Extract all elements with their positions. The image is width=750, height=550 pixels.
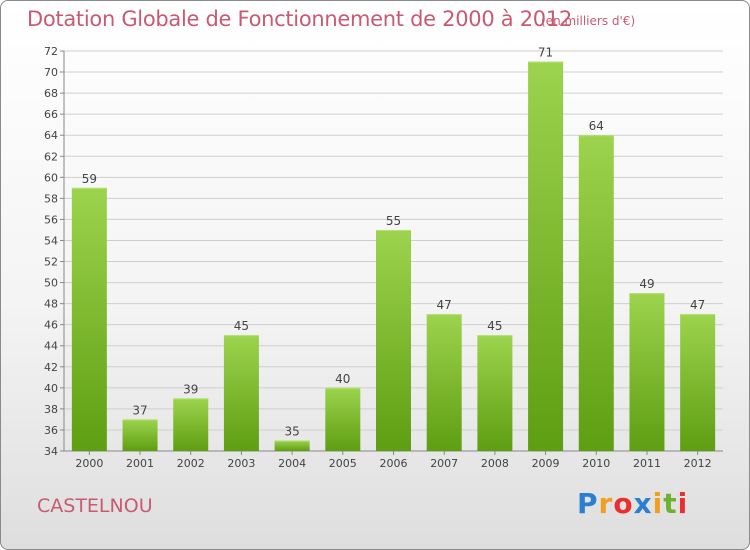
- logo-letter: i: [677, 487, 689, 520]
- y-tick-label: 40: [44, 382, 58, 395]
- value-label: 59: [82, 172, 97, 186]
- y-tick-label: 64: [44, 129, 58, 142]
- bar-2001: [122, 419, 158, 451]
- bar-2012: [680, 314, 716, 451]
- y-tick-label: 54: [44, 234, 58, 247]
- x-tick-label: 2011: [633, 457, 661, 470]
- y-tick-label: 72: [44, 45, 58, 58]
- x-tick-label: 2004: [278, 457, 306, 470]
- value-label: 55: [386, 214, 401, 228]
- bar-2007: [426, 314, 462, 451]
- x-tick-label: 2010: [582, 457, 610, 470]
- logo-letter: x: [633, 487, 653, 520]
- bar-2003: [223, 335, 259, 451]
- y-tick-label: 38: [44, 403, 58, 416]
- y-tick-label: 66: [44, 108, 58, 121]
- logo-letter: i: [652, 487, 664, 520]
- x-tick-label: 2001: [126, 457, 154, 470]
- value-label: 35: [284, 424, 299, 438]
- y-tick-label: 62: [44, 150, 58, 163]
- commune-name: CASTELNOU: [37, 495, 153, 517]
- x-tick-label: 2003: [227, 457, 255, 470]
- value-label: 47: [437, 298, 452, 312]
- x-tick-labels: 2000 2001 2002 2003 2004 2005 2006 2007 2008 2009…: [75, 457, 711, 470]
- y-tick-label: 60: [44, 171, 58, 184]
- y-tick-label: 48: [44, 298, 58, 311]
- y-tick-label: 58: [44, 192, 58, 205]
- chart-unit: (en milliers d'€): [541, 14, 636, 28]
- value-label: 40: [335, 372, 350, 386]
- bar-2008: [477, 335, 513, 451]
- bar-2002: [173, 398, 209, 451]
- x-tick-label: 2002: [177, 457, 205, 470]
- value-label: 49: [639, 277, 654, 291]
- logo-letter: r: [598, 487, 614, 520]
- value-label: 71: [538, 46, 553, 60]
- bar-2000: [71, 187, 107, 451]
- bar-2005: [325, 387, 361, 451]
- y-tick-label: 68: [44, 87, 58, 100]
- y-tick-label: 44: [44, 340, 58, 353]
- y-tick-label: 46: [44, 319, 58, 332]
- proxiti-logo: Proxiti: [577, 487, 688, 520]
- x-tick-label: 2008: [481, 457, 509, 470]
- bar-2004: [274, 440, 310, 451]
- y-tick-labels: 34 36 38 40 42 44 46 48 50 52 54 56 58 60 62 64 66 68 70 72: [44, 45, 58, 458]
- value-label: 45: [487, 319, 502, 333]
- logo-letter: o: [613, 487, 634, 520]
- value-label: 64: [589, 119, 604, 133]
- y-tick-label: 52: [44, 256, 58, 269]
- logo-letter: t: [663, 487, 678, 520]
- y-tick-label: 36: [44, 424, 58, 437]
- x-tick-label: 2005: [329, 457, 357, 470]
- y-tick-label: 34: [44, 445, 58, 458]
- y-tick-label: 56: [44, 213, 58, 226]
- bar-2011: [629, 293, 665, 451]
- bar-2006: [376, 229, 411, 451]
- value-label: 37: [132, 403, 147, 417]
- x-tick-label: 2007: [430, 457, 458, 470]
- value-labels: 59 37 39 45 35 40 55 47 45 71 64 49 47: [82, 46, 706, 439]
- y-tick-label: 42: [44, 361, 58, 374]
- x-tick-label: 2012: [684, 457, 712, 470]
- value-label: 47: [690, 298, 705, 312]
- bar-2010: [578, 135, 614, 452]
- x-tick-label: 2009: [532, 457, 560, 470]
- x-tick-label: 2000: [75, 457, 103, 470]
- chart-title: Dotation Globale de Fonctionnement de 20…: [27, 7, 572, 31]
- value-label: 39: [183, 382, 198, 396]
- bar-2009: [528, 61, 564, 452]
- y-tick-label: 50: [44, 277, 58, 290]
- logo-letter: P: [577, 487, 599, 520]
- x-tick-label: 2006: [380, 457, 408, 470]
- bars: [71, 61, 716, 452]
- y-tick-label: 70: [44, 66, 58, 79]
- value-label: 45: [234, 319, 249, 333]
